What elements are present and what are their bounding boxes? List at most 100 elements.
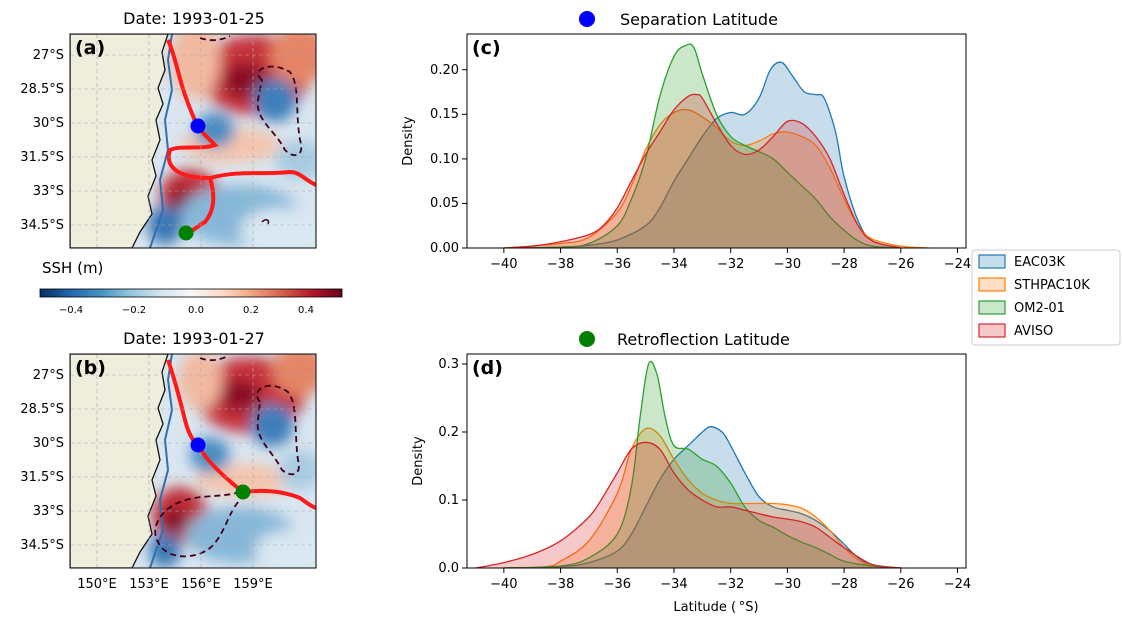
lat-tick: 30°S bbox=[33, 116, 64, 131]
density-line-eac03k bbox=[503, 61, 901, 248]
map-b-field bbox=[70, 354, 316, 568]
density-area-eac03k bbox=[503, 426, 901, 568]
chart-d-series bbox=[475, 360, 901, 568]
lat-tick: 31.5°S bbox=[20, 150, 64, 165]
lat-tick: 27°S bbox=[33, 48, 64, 63]
density-area-sthpac10k bbox=[503, 428, 901, 568]
colorbar-tick: −0.4 bbox=[59, 305, 83, 316]
legend-label: OM2-01 bbox=[1014, 301, 1065, 316]
lon-tick: 156°E bbox=[181, 577, 221, 592]
density-area-aviso bbox=[503, 94, 901, 248]
lat-tick: 28.5°S bbox=[20, 82, 64, 97]
separation-point-a bbox=[190, 118, 206, 134]
legend-label: AVISO bbox=[1014, 324, 1053, 339]
legend-label: EAC03K bbox=[1014, 255, 1065, 270]
map-b-lon-ticks: 150°E 153°E 156°E 159°E bbox=[77, 577, 273, 592]
legend-box bbox=[971, 249, 1121, 346]
lat-tick: 34.5°S bbox=[20, 218, 64, 233]
lat-tick: 34.5°S bbox=[20, 538, 64, 553]
lon-tick: 150°E bbox=[77, 577, 117, 592]
legend: EAC03K STHPAC10K OM2-01 AVISO bbox=[971, 249, 1121, 346]
x-tick: −34 bbox=[660, 577, 687, 592]
x-tick: −34 bbox=[660, 257, 687, 272]
density-line-sthpac10k bbox=[503, 108, 930, 248]
chart-d-y-ticks: 0.0 0.1 0.2 0.3 bbox=[438, 357, 459, 576]
lon-tick: 159°E bbox=[233, 577, 273, 592]
density-line-aviso bbox=[475, 441, 901, 568]
chart-c-ylabel: Density bbox=[401, 116, 416, 166]
density-chart-d: Retroflection Latitude −40 −38 −36 −34 −32 −3… bbox=[411, 330, 971, 615]
density-area-eac03k bbox=[503, 62, 901, 248]
density-line-om2-01 bbox=[503, 360, 901, 568]
panel-label-d: (d) bbox=[472, 357, 503, 379]
separation-point-b bbox=[190, 437, 206, 453]
density-area-aviso bbox=[475, 442, 901, 568]
y-tick: 0.15 bbox=[430, 107, 459, 122]
legend-label: STHPAC10K bbox=[1014, 278, 1090, 293]
legend-swatch bbox=[978, 277, 1006, 292]
y-tick: 0.1 bbox=[438, 493, 459, 508]
map-a-field bbox=[70, 34, 316, 248]
x-tick: −40 bbox=[490, 257, 517, 272]
x-tick: −36 bbox=[604, 577, 631, 592]
chart-d-title: Retroflection Latitude bbox=[617, 330, 790, 349]
x-tick: −24 bbox=[944, 257, 971, 272]
map-b-lat-ticks: 27°S 28.5°S 30°S 31.5°S 33°S 34.5°S bbox=[20, 368, 64, 553]
y-tick: 0.3 bbox=[438, 357, 459, 372]
colorbar-label: SSH (m) bbox=[42, 259, 103, 277]
lat-tick: 30°S bbox=[33, 436, 64, 451]
panel-label-a: (a) bbox=[75, 37, 105, 59]
lat-tick: 27°S bbox=[33, 368, 64, 383]
colorbar-ticks: −0.4 −0.2 0.0 0.2 0.4 bbox=[59, 305, 314, 316]
lat-tick: 28.5°S bbox=[20, 402, 64, 417]
lat-tick: 33°S bbox=[33, 184, 64, 199]
chart-d-xlabel: Latitude ( °S) bbox=[673, 600, 758, 615]
x-tick: −30 bbox=[774, 577, 801, 592]
density-chart-c: Separation Latitude −40 −38 −36 −34 −32 −30 −2… bbox=[401, 10, 971, 272]
y-tick: 0.00 bbox=[430, 241, 459, 256]
lat-tick: 31.5°S bbox=[20, 470, 64, 485]
chart-d-ylabel: Density bbox=[411, 436, 426, 486]
density-line-sthpac10k bbox=[503, 427, 901, 568]
map-a: Date: 1993-01-25 bbox=[20, 9, 317, 249]
panel-label-b: (b) bbox=[75, 357, 106, 379]
chart-c-frame bbox=[466, 33, 967, 249]
density-area-sthpac10k bbox=[503, 109, 930, 248]
lon-tick: 153°E bbox=[129, 577, 169, 592]
chart-d-y-tickmarks bbox=[462, 363, 467, 569]
x-tick: −28 bbox=[830, 577, 857, 592]
x-tick: −38 bbox=[547, 577, 574, 592]
chart-d-x-ticks: −40 −38 −36 −34 −32 −30 −28 −26 −24 bbox=[490, 568, 971, 592]
chart-c-y-ticks: 0.00 0.05 0.10 0.15 0.20 bbox=[430, 63, 459, 256]
colorbar-tick: 0.4 bbox=[298, 305, 314, 316]
map-a-lat-ticks: 27°S 28.5°S 30°S 31.5°S 33°S 34.5°S bbox=[20, 48, 64, 233]
colorbar-tick: 0.0 bbox=[188, 305, 204, 316]
colorbar-tick: −0.2 bbox=[122, 305, 146, 316]
y-tick: 0.0 bbox=[438, 561, 459, 576]
retroflection-point-b bbox=[235, 484, 251, 500]
y-tick: 0.10 bbox=[430, 152, 459, 167]
y-tick: 0.2 bbox=[438, 425, 459, 440]
colorbar-gradient bbox=[39, 288, 343, 298]
density-line-aviso bbox=[503, 93, 901, 248]
retroflection-point-a bbox=[178, 225, 194, 241]
x-tick: −38 bbox=[547, 257, 574, 272]
legend-swatch bbox=[978, 254, 1006, 269]
x-tick: −26 bbox=[887, 257, 914, 272]
legend-swatch bbox=[978, 323, 1006, 338]
retroflection-title-marker bbox=[579, 331, 595, 347]
separation-title-marker bbox=[579, 11, 595, 27]
chart-d-frame bbox=[466, 353, 967, 569]
ssh-colorbar: SSH (m) −0.4 −0.2 0.0 0.2 0.4 bbox=[39, 259, 343, 316]
x-tick: −36 bbox=[604, 257, 631, 272]
map-b-title: Date: 1993-01-27 bbox=[123, 329, 265, 348]
legend-swatch bbox=[978, 300, 1006, 315]
x-tick: −32 bbox=[717, 577, 744, 592]
x-tick: −32 bbox=[717, 257, 744, 272]
legend-item-eac03k: EAC03K bbox=[978, 254, 1065, 270]
y-tick: 0.20 bbox=[430, 63, 459, 78]
y-tick: 0.05 bbox=[430, 196, 459, 211]
legend-item-aviso: AVISO bbox=[978, 323, 1053, 339]
chart-c-series bbox=[503, 43, 930, 248]
